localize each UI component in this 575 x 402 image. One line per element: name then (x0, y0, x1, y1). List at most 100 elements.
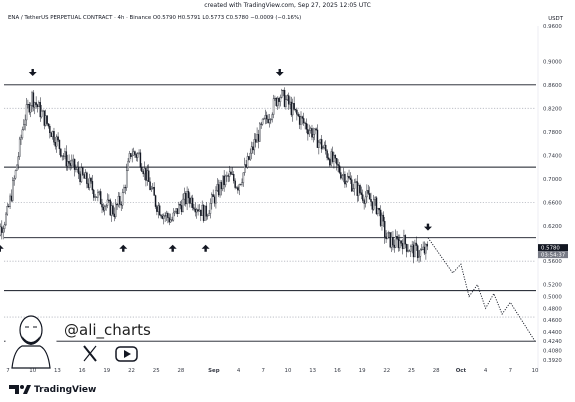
candle-up (190, 197, 192, 204)
tradingview-mark-dot (20, 385, 24, 389)
candle-down (351, 179, 353, 192)
candle-down (53, 131, 55, 143)
x-tick-label: 28 (177, 368, 184, 374)
candle-up (71, 160, 73, 166)
candle-down (234, 180, 236, 188)
arrow-up-icon-shaft (0, 248, 1, 252)
candle-up (285, 99, 287, 107)
candle-up (422, 246, 424, 250)
candle-up (0, 226, 2, 236)
x-tick-label: 19 (103, 368, 110, 374)
candle-down (58, 139, 61, 150)
x-tick-label: 10 (285, 368, 292, 374)
candle-down (189, 197, 191, 204)
x-tick-label: 25 (153, 368, 160, 374)
candle-up (178, 203, 180, 214)
candle-down (412, 244, 415, 258)
author-handle: @ali_charts (64, 321, 151, 339)
x-logo-icon-stroke (83, 345, 97, 362)
candle-up (66, 161, 69, 167)
candle-down (79, 173, 81, 183)
candle-down (101, 203, 103, 208)
candle-down (371, 201, 374, 210)
candle-down (267, 118, 269, 124)
candle-up (14, 170, 17, 179)
y-tick-label: 0.4800 (543, 306, 562, 312)
candle-up (2, 228, 4, 233)
candle-up (127, 160, 129, 171)
candle-up (282, 90, 284, 92)
candle-up (241, 182, 243, 185)
candle-down (180, 205, 183, 213)
candle-up (264, 115, 267, 119)
candle-down (73, 158, 76, 170)
candle-down (385, 236, 387, 240)
candle-up (172, 212, 175, 221)
candle-down (161, 215, 164, 219)
candle-up (75, 168, 77, 170)
candle-down (278, 98, 280, 102)
arrow-down-icon-shaft (278, 68, 281, 73)
candle-up (152, 187, 154, 189)
candle-down (304, 122, 306, 124)
candle-up (238, 184, 240, 191)
candle-down (237, 187, 239, 191)
x-tick-label: 16 (79, 368, 86, 374)
candle-down (397, 238, 400, 249)
candle-up (186, 191, 188, 205)
candle-down (334, 154, 337, 159)
candle-up (394, 235, 397, 248)
projection-path (427, 237, 536, 342)
candle-down (193, 207, 195, 210)
candle-down (119, 196, 121, 205)
candle-up (357, 185, 360, 196)
candle-down (116, 203, 118, 206)
candle-up (204, 205, 206, 221)
candle-down (359, 185, 361, 193)
candle-up (224, 175, 227, 186)
candle-down (154, 195, 157, 207)
candle-down (47, 123, 50, 127)
candle-up (88, 177, 91, 188)
y-tick-label: 0.6200 (543, 224, 562, 230)
candle-up (12, 180, 14, 201)
arrow-up-icon (119, 244, 128, 249)
candle-up (201, 204, 203, 216)
candle-down (392, 236, 394, 246)
y-tick-label: 0.4400 (543, 330, 562, 336)
y-tick-label: 0.5200 (543, 283, 562, 289)
candle-down (415, 242, 418, 246)
candle-up (330, 151, 332, 166)
candle-down (83, 174, 85, 179)
candle-down (389, 232, 391, 248)
candle-down (294, 109, 297, 111)
x-tick-label: 22 (383, 368, 390, 374)
candle-up (250, 146, 253, 154)
created-caption: created with TradingView.com, Sep 27, 20… (204, 2, 371, 9)
candle-up (150, 188, 153, 191)
candle-down (227, 175, 229, 177)
candle-down (303, 118, 305, 124)
candle-up (21, 129, 24, 138)
candle-down (344, 174, 346, 185)
candle-up (143, 168, 146, 175)
candle-up (169, 219, 172, 223)
candle-up (279, 97, 282, 102)
candle-down (77, 167, 80, 175)
price-unit: USDT (548, 16, 563, 22)
candle-down (164, 215, 166, 217)
candle-down (404, 235, 407, 245)
candle-down (54, 142, 57, 147)
candle-up (208, 213, 210, 216)
candle-up (228, 171, 231, 177)
candle-up (206, 215, 209, 217)
candle-down (301, 116, 304, 119)
candle-down (311, 128, 313, 138)
candle-down (93, 189, 95, 198)
candle-up (364, 196, 367, 204)
candle-up (386, 232, 389, 240)
candle-up (98, 191, 100, 193)
candle-down (257, 134, 260, 142)
y-tick-label: 0.7800 (543, 130, 562, 136)
candle-down (315, 128, 317, 131)
